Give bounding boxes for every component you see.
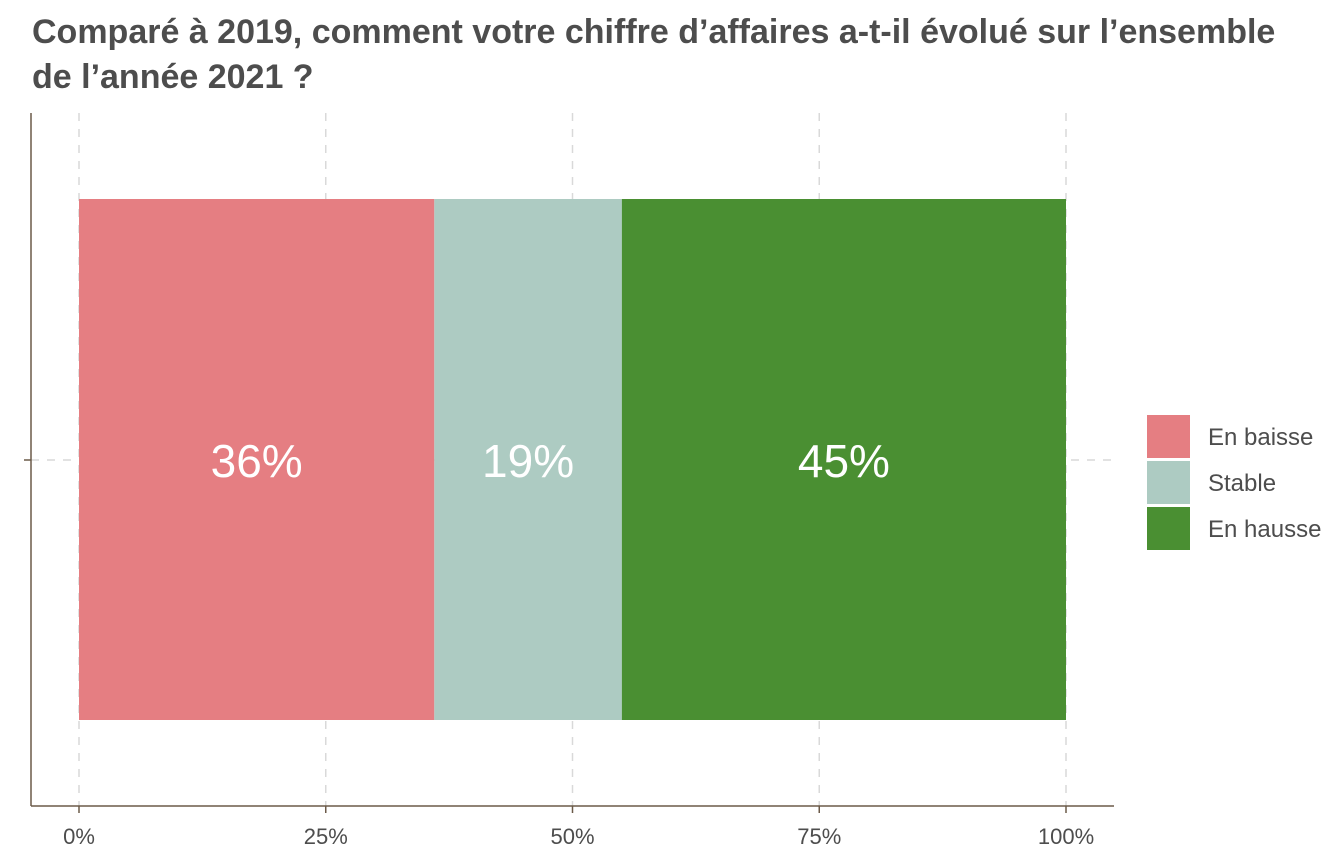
axes xyxy=(24,113,1114,813)
legend-swatch-stable xyxy=(1147,461,1190,504)
legend-label-en-hausse: En hausse xyxy=(1208,516,1322,543)
data-label-en-hausse: 45% xyxy=(798,435,890,487)
bars xyxy=(79,199,1066,720)
bar-segment-en-baisse xyxy=(79,199,435,720)
chart-title: Comparé à 2019, comment votre chiffre d’… xyxy=(32,13,1276,96)
legend: En baisse Stable En hausse xyxy=(1147,415,1337,553)
legend-swatch-en-baisse xyxy=(1147,415,1190,458)
legend-label-en-baisse: En baisse xyxy=(1208,424,1314,451)
legend-swatch-en-hausse xyxy=(1147,507,1190,550)
x-tick-label-0: 0% xyxy=(63,824,95,849)
legend-item-en-baisse: En baisse xyxy=(1147,415,1337,459)
data-labels: 36% 19% 45% xyxy=(211,435,890,487)
x-tick-label-1: 25% xyxy=(304,824,348,849)
x-tick-label-4: 100% xyxy=(1038,824,1094,849)
data-label-en-baisse: 36% xyxy=(211,435,303,487)
x-tick-label-3: 75% xyxy=(797,824,841,849)
legend-label-stable: Stable xyxy=(1208,470,1277,497)
data-label-stable: 19% xyxy=(482,435,574,487)
bar-segment-en-hausse xyxy=(621,199,1066,720)
legend-item-en-hausse: En hausse xyxy=(1147,507,1337,551)
x-tick-labels: 0% 25% 50% 75% 100% xyxy=(63,824,1094,849)
legend-item-stable: Stable xyxy=(1147,461,1337,505)
bar-segment-stable xyxy=(434,199,622,720)
x-tick-label-2: 50% xyxy=(550,824,594,849)
